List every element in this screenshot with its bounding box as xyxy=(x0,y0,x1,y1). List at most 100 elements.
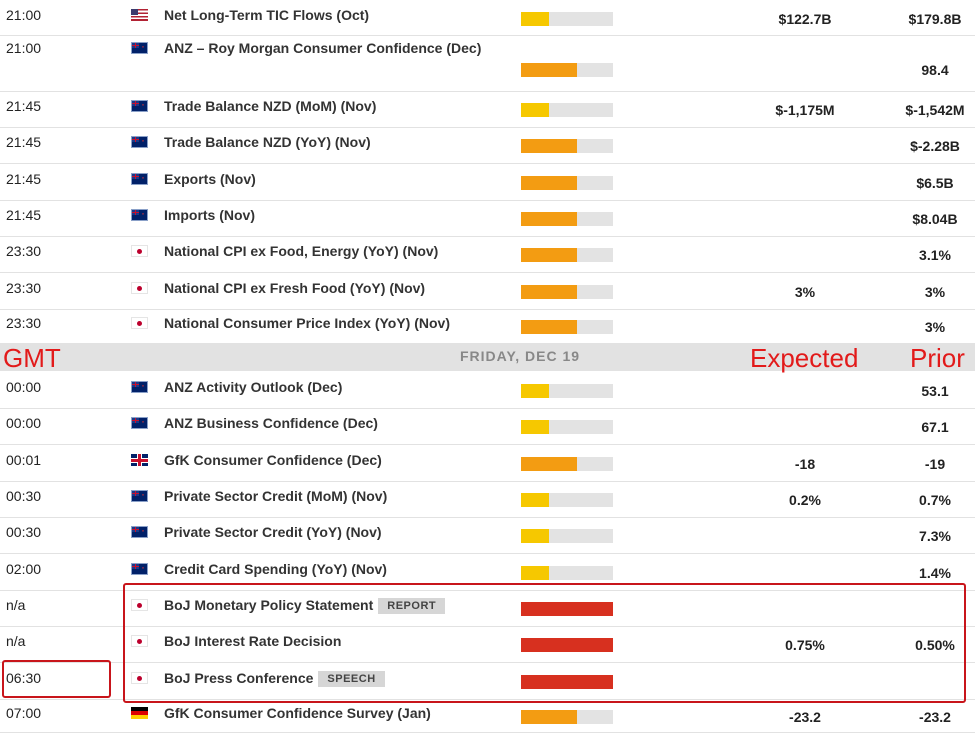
event-name[interactable]: ANZ Business Confidence (Dec) xyxy=(164,415,378,431)
table-row[interactable]: 21:45 Imports (Nov) $8.04B xyxy=(0,200,975,237)
prior-value: 98.4 xyxy=(921,62,949,78)
table-row[interactable]: n/a BoJ Interest Rate Decision 0.75% 0.50% xyxy=(0,626,975,663)
event-time: 23:30 xyxy=(6,315,42,331)
event-name-cell[interactable]: ANZ – Roy Morgan Consumer Confidence (De… xyxy=(164,40,481,56)
table-row[interactable]: 06:30 BoJ Press Conference SPEECH xyxy=(0,662,975,700)
event-time: 21:45 xyxy=(6,171,42,187)
table-row[interactable]: 21:45 Trade Balance NZD (MoM) (Nov) $-1,17… xyxy=(0,91,975,128)
event-name-cell[interactable]: National CPI ex Fresh Food (YoY) (Nov) xyxy=(164,280,425,296)
event-name-cell[interactable]: Private Sector Credit (MoM) (Nov) xyxy=(164,488,387,504)
event-name[interactable]: National CPI ex Fresh Food (YoY) (Nov) xyxy=(164,280,426,296)
event-time: n/a xyxy=(6,597,26,613)
impact-bar-fill xyxy=(521,493,549,507)
table-row[interactable]: 00:01 GfK Consumer Confidence (Dec) -18 -19 xyxy=(0,444,975,482)
impact-bar xyxy=(521,320,613,334)
prior-value: 0.7% xyxy=(919,492,951,508)
event-name-cell[interactable]: GfK Consumer Confidence Survey (Jan) xyxy=(164,705,431,721)
event-name-cell[interactable]: National Consumer Price Index (YoY) (Nov… xyxy=(164,315,450,331)
event-name[interactable]: Imports (Nov) xyxy=(164,207,255,223)
event-name[interactable]: Exports (Nov) xyxy=(164,171,256,187)
event-name[interactable]: Credit Card Spending (YoY) (Nov) xyxy=(164,561,387,577)
event-name[interactable]: Trade Balance NZD (YoY) (Nov) xyxy=(164,134,371,150)
event-tag-badge: REPORT xyxy=(378,598,446,614)
event-time: 02:00 xyxy=(6,561,42,577)
event-name-cell[interactable]: BoJ Press Conference SPEECH xyxy=(164,670,385,687)
event-time: 23:30 xyxy=(6,280,42,296)
event-time: 21:45 xyxy=(6,207,42,223)
impact-bar xyxy=(521,384,613,398)
table-row[interactable]: 21:00 Net Long-Term TIC Flows (Oct) $122.7… xyxy=(0,0,975,36)
event-name[interactable]: BoJ Interest Rate Decision xyxy=(164,633,342,649)
event-name-cell[interactable]: Net Long-Term TIC Flows (Oct) xyxy=(164,7,369,23)
flag-icon xyxy=(131,672,148,684)
event-name[interactable]: National CPI ex Food, Energy (YoY) (Nov) xyxy=(164,243,439,259)
table-row[interactable]: 21:45 Trade Balance NZD (YoY) (Nov) $-2.28… xyxy=(0,127,975,164)
event-name-cell[interactable]: ANZ Activity Outlook (Dec) xyxy=(164,379,342,395)
impact-bar xyxy=(521,420,613,434)
prior-value: -19 xyxy=(924,456,946,472)
event-name[interactable]: BoJ Press Conference xyxy=(164,670,314,686)
table-row[interactable]: 00:30 Private Sector Credit (MoM) (Nov) 0.… xyxy=(0,481,975,518)
impact-bar-fill xyxy=(521,139,577,153)
event-time: 00:01 xyxy=(6,452,42,468)
table-row[interactable]: 23:30 National CPI ex Food, Energy (YoY) … xyxy=(0,236,975,273)
event-name-cell[interactable]: National CPI ex Food, Energy (YoY) (Nov) xyxy=(164,243,438,259)
impact-bar-fill xyxy=(521,529,549,543)
event-name-cell[interactable]: Exports (Nov) xyxy=(164,171,256,187)
event-name-cell[interactable]: BoJ Interest Rate Decision xyxy=(164,633,341,649)
table-row[interactable]: 02:00 Credit Card Spending (YoY) (Nov) 1.4… xyxy=(0,553,975,591)
flag-icon xyxy=(131,635,148,647)
table-row[interactable]: n/a BoJ Monetary Policy Statement REPORT xyxy=(0,590,975,627)
event-time: 00:30 xyxy=(6,524,42,540)
flag-icon xyxy=(131,707,148,719)
table-row[interactable]: 21:45 Exports (Nov) $6.5B xyxy=(0,163,975,201)
table-row[interactable]: 23:30 National CPI ex Fresh Food (YoY) (N… xyxy=(0,272,975,310)
prior-value: 0.50% xyxy=(915,637,955,653)
highlight-boj-events-box xyxy=(123,583,966,703)
table-row[interactable]: 21:00 ANZ – Roy Morgan Consumer Confidenc… xyxy=(0,35,975,92)
event-name[interactable]: National Consumer Price Index (YoY) (Nov… xyxy=(164,315,451,331)
impact-bar xyxy=(521,212,613,226)
event-name[interactable]: Private Sector Credit (YoY) (Nov) xyxy=(164,524,382,540)
event-name[interactable]: ANZ Activity Outlook (Dec) xyxy=(164,379,343,395)
impact-bar xyxy=(521,176,613,190)
flag-icon xyxy=(131,414,148,429)
flag-icon xyxy=(131,9,148,21)
event-name[interactable]: ANZ – Roy Morgan Consumer Confidence (De… xyxy=(164,40,482,56)
table-row[interactable]: 00:00 ANZ Business Confidence (Dec) 67.1 xyxy=(0,408,975,445)
impact-bar xyxy=(521,457,613,471)
event-name[interactable]: GfK Consumer Confidence (Dec) xyxy=(164,452,382,468)
event-name-cell[interactable]: Imports (Nov) xyxy=(164,207,255,223)
event-name-cell[interactable]: ANZ Business Confidence (Dec) xyxy=(164,415,378,431)
impact-bar-fill xyxy=(521,638,613,652)
event-name[interactable]: Private Sector Credit (MoM) (Nov) xyxy=(164,488,388,504)
event-time: 21:45 xyxy=(6,134,42,150)
table-row[interactable]: 23:30 National Consumer Price Index (YoY)… xyxy=(0,309,975,344)
event-name-cell[interactable]: Credit Card Spending (YoY) (Nov) xyxy=(164,561,387,577)
event-name[interactable]: Trade Balance NZD (MoM) (Nov) xyxy=(164,98,377,114)
impact-bar-fill xyxy=(521,602,613,616)
table-row[interactable]: 00:00 ANZ Activity Outlook (Dec) 53.1 xyxy=(0,371,975,409)
event-name[interactable]: GfK Consumer Confidence Survey (Jan) xyxy=(164,705,431,721)
expected-value: $-1,175M xyxy=(775,102,835,118)
annotation-prior: Prior xyxy=(910,343,965,373)
event-name-cell[interactable]: Trade Balance NZD (YoY) (Nov) xyxy=(164,134,371,150)
event-name-cell[interactable]: Trade Balance NZD (MoM) (Nov) xyxy=(164,98,376,114)
prior-value: 3.1% xyxy=(919,247,951,263)
event-name-cell[interactable]: BoJ Monetary Policy Statement REPORT xyxy=(164,597,446,614)
impact-bar xyxy=(521,248,613,262)
event-name-cell[interactable]: Private Sector Credit (YoY) (Nov) xyxy=(164,524,382,540)
impact-bar-fill xyxy=(521,710,577,724)
impact-bar-fill xyxy=(521,384,549,398)
expected-value: 0.75% xyxy=(785,637,825,653)
prior-value: $-2.28B xyxy=(910,138,960,154)
table-row[interactable]: 07:00 GfK Consumer Confidence Survey (Jan… xyxy=(0,699,975,733)
event-name-cell[interactable]: GfK Consumer Confidence (Dec) xyxy=(164,452,382,468)
prior-value: $8.04B xyxy=(912,211,958,227)
impact-bar-fill xyxy=(521,212,577,226)
impact-bar-fill xyxy=(521,12,549,26)
event-name[interactable]: BoJ Monetary Policy Statement xyxy=(164,597,374,613)
table-row[interactable]: 00:30 Private Sector Credit (YoY) (Nov) 7.… xyxy=(0,517,975,554)
expected-value: 3% xyxy=(794,284,816,300)
event-name[interactable]: Net Long-Term TIC Flows (Oct) xyxy=(164,7,370,23)
